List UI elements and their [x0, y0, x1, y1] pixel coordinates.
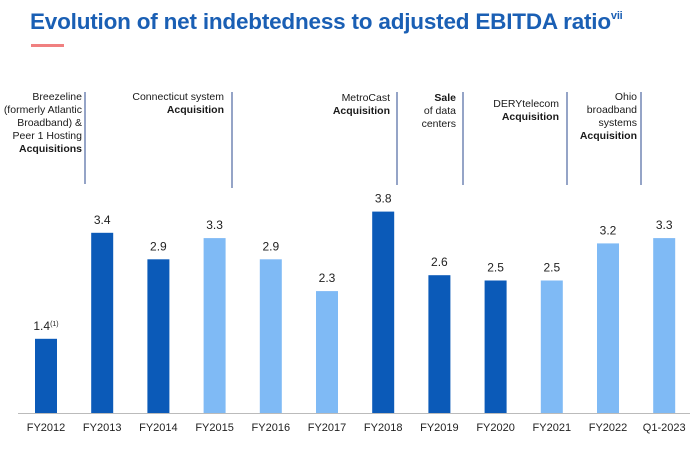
bar — [484, 280, 507, 413]
x-tick-label: FY2016 — [252, 422, 291, 434]
x-tick-label: FY2014 — [139, 422, 178, 434]
annotation-line: Broadband) & — [17, 117, 82, 129]
annotation-line: Breezeline — [32, 91, 82, 103]
bar — [147, 259, 170, 413]
bar — [372, 211, 395, 413]
x-tick-label: FY2013 — [83, 422, 122, 434]
x-tick-label: FY2020 — [476, 422, 515, 434]
annotation-connecticut: Connecticut system Acquisition — [84, 91, 224, 117]
annotation-line-bold: Acquisition — [332, 105, 390, 117]
bar — [259, 259, 282, 413]
data-label: 3.3 — [206, 218, 223, 232]
chart-title: Evolution of net indebtedness to adjuste… — [30, 9, 623, 35]
chart-title-superscript: vii — [610, 9, 623, 22]
bar — [203, 238, 226, 413]
x-tick-label: FY2022 — [589, 422, 628, 434]
annotation-line-bold: Acquisition — [501, 111, 559, 123]
title-underline — [31, 44, 64, 47]
x-tick-label: FY2021 — [533, 422, 572, 434]
data-label: 3.4 — [94, 213, 111, 227]
data-label: 1.4(1) — [33, 319, 58, 333]
annotation-line: Ohio — [614, 91, 637, 103]
annotation-line: of data — [423, 105, 456, 117]
x-tick-label: FY2017 — [308, 422, 347, 434]
bar — [91, 232, 114, 413]
annotation-line: DERYtelecom — [493, 98, 559, 110]
data-label: 3.3 — [656, 218, 673, 232]
bar — [35, 338, 57, 413]
annotation-ohio: Ohio broadband systems Acquisition — [557, 91, 637, 143]
x-tick-label: FY2015 — [195, 422, 234, 434]
x-tick-label: FY2019 — [420, 422, 459, 434]
data-label: 3.8 — [375, 192, 392, 206]
bar — [653, 238, 676, 413]
data-label: 2.9 — [150, 239, 167, 253]
annotation-sale-data-centers: Sale of data centers — [396, 92, 456, 131]
data-label: 2.5 — [487, 261, 504, 275]
data-label: 3.2 — [600, 223, 617, 237]
annotation-line: Connecticut system — [132, 91, 224, 103]
data-label: 2.5 — [543, 261, 560, 275]
bar — [540, 280, 563, 413]
data-label: 2.3 — [319, 271, 336, 285]
annotation-line: centers — [421, 118, 456, 130]
data-label: 2.6 — [431, 255, 448, 269]
data-label: 2.9 — [262, 239, 279, 253]
bar — [428, 275, 451, 413]
annotation-derytelecom: DERYtelecom Acquisition — [469, 98, 559, 124]
annotation-metrocast: MetroCast Acquisition — [300, 92, 390, 118]
annotation-line: MetroCast — [341, 92, 390, 104]
annotation-line: broadband — [586, 104, 637, 116]
annotation-line-bold: Sale — [434, 92, 456, 104]
annotation-breezeline: Breezeline (formerly Atlantic Broadband)… — [0, 91, 82, 156]
x-tick-label: FY2018 — [364, 422, 403, 434]
annotation-line: (formerly Atlantic — [3, 104, 82, 116]
annotation-line-bold: Acquisitions — [18, 143, 82, 155]
footnote-mark: (1) — [50, 321, 59, 328]
bar — [316, 291, 338, 413]
annotation-line: Peer 1 Hosting — [12, 130, 82, 142]
annotation-line: systems — [598, 117, 637, 129]
annotation-line-bold: Acquisition — [579, 130, 637, 142]
chart-title-text: Evolution of net indebtedness to adjuste… — [30, 9, 611, 34]
x-tick-label: FY2012 — [27, 422, 66, 434]
annotation-line-bold: Acquisition — [166, 104, 224, 116]
x-tick-label: Q1-2023 — [643, 422, 686, 434]
bar — [597, 243, 619, 413]
